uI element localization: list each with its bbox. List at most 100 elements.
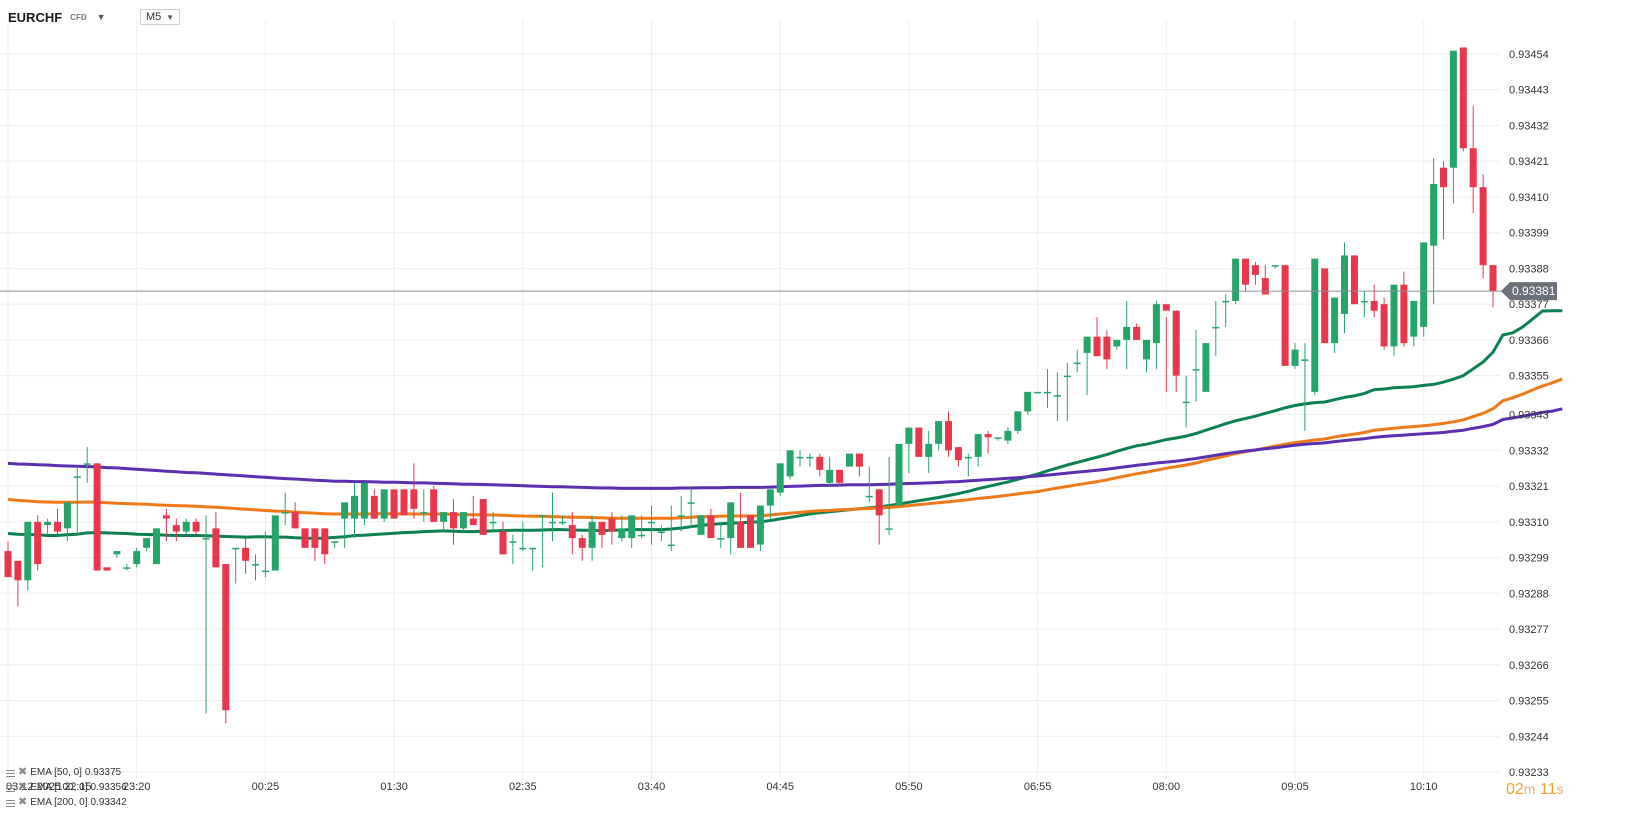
y-tick-label: 0.93377 [1509,299,1549,311]
candle [420,489,428,522]
y-tick-label: 0.93266 [1509,660,1549,672]
close-icon[interactable]: ✖ [18,796,28,808]
candle [697,515,705,535]
y-tick-label: 0.93399 [1509,228,1549,240]
candle [261,531,269,578]
candle-body [420,512,428,514]
list-icon[interactable] [6,784,15,792]
candle-body [1192,369,1200,371]
y-tick-label: 0.93454 [1509,49,1549,61]
candle [648,505,655,545]
candle-countdown: 02m 11s [1506,781,1564,799]
candle-body [796,456,804,459]
candle-body [450,512,457,529]
candle-body [1370,300,1378,311]
candle-body [1390,284,1398,347]
candle [1152,300,1160,370]
candle [103,567,111,571]
current-price-label: 0.93381 [1512,284,1556,298]
y-tick-label: 0.93388 [1509,263,1549,275]
candle-body [232,547,240,550]
candle-body [281,512,289,514]
candle-body [1222,300,1230,303]
candle [618,515,626,542]
candle-body [380,489,388,519]
candles [4,47,1497,724]
candle [410,463,418,519]
candle [232,547,240,584]
candle-body [648,521,655,524]
current-price-badge-shape [1501,282,1557,301]
x-tick-label: 04:45 [766,781,794,793]
candle [1014,411,1022,435]
candle-body [776,463,784,493]
candle-body [509,541,517,543]
candle-body [549,521,556,524]
candle [727,502,735,555]
candle [1034,391,1042,394]
candle [608,512,616,545]
candle [1251,261,1259,285]
candle [519,521,527,552]
candle [380,489,388,522]
candle [1192,330,1200,402]
chevron-down-icon[interactable]: ▼ [96,12,106,22]
candle-body [252,564,259,566]
candle-body [994,437,1002,439]
candle [1024,391,1032,415]
candle [657,525,665,542]
candle [766,489,774,519]
candle [935,421,943,451]
candle-body [1331,297,1339,344]
symbol-selector[interactable]: EURCHF CFD ▼ [8,6,106,28]
candle [1350,255,1358,305]
candle-body [697,515,705,535]
candle-body [410,489,418,509]
candle-body [202,538,210,540]
candle [1469,105,1477,214]
x-tick-label: 09:05 [1281,781,1309,793]
chevron-down-icon: ▼ [166,12,174,22]
list-icon[interactable] [6,799,15,807]
close-icon[interactable]: ✖ [18,781,28,793]
close-icon[interactable]: ✖ [18,766,28,778]
y-tick-label: 0.93421 [1509,156,1549,168]
candle [1103,330,1111,370]
candle-body [727,502,735,539]
countdown-seconds-unit: s [1556,781,1564,797]
candle [638,515,646,539]
candle-body [261,570,269,573]
legend-value: 0.93375 [84,767,122,778]
x-tick-label: 23:20 [123,781,151,793]
candle-body [1172,310,1180,376]
candle [1044,369,1051,409]
candle [252,554,259,581]
candle [1479,174,1487,279]
candle-body [786,450,794,477]
indicator-legend: ✖ EMA [50, 0] 0.93375 ✖ EMA [100, 0] 0.9… [6,765,127,810]
candle-body [1459,47,1467,149]
y-tick-label: 0.93299 [1509,553,1549,565]
candle-body [974,434,982,457]
candle [1321,268,1329,344]
x-tick-label: 10:10 [1410,781,1438,793]
candle [1063,362,1071,422]
symbol-tag: CFD [70,12,87,22]
candle-body [172,525,180,532]
countdown-seconds: 11 [1539,781,1557,798]
timeframe-select[interactable]: M5 ▼ [140,9,180,25]
candle [558,515,566,526]
candle-body [1093,336,1101,357]
grid-lines [0,20,1500,780]
list-icon[interactable] [6,769,15,777]
candle [588,515,596,561]
candle [1271,265,1279,269]
candle [34,515,42,571]
candle-body [133,551,141,565]
candle [172,518,180,542]
candle [885,456,893,535]
candle-body [1261,278,1269,295]
candle-body [93,463,101,571]
candle-body [1469,148,1477,188]
